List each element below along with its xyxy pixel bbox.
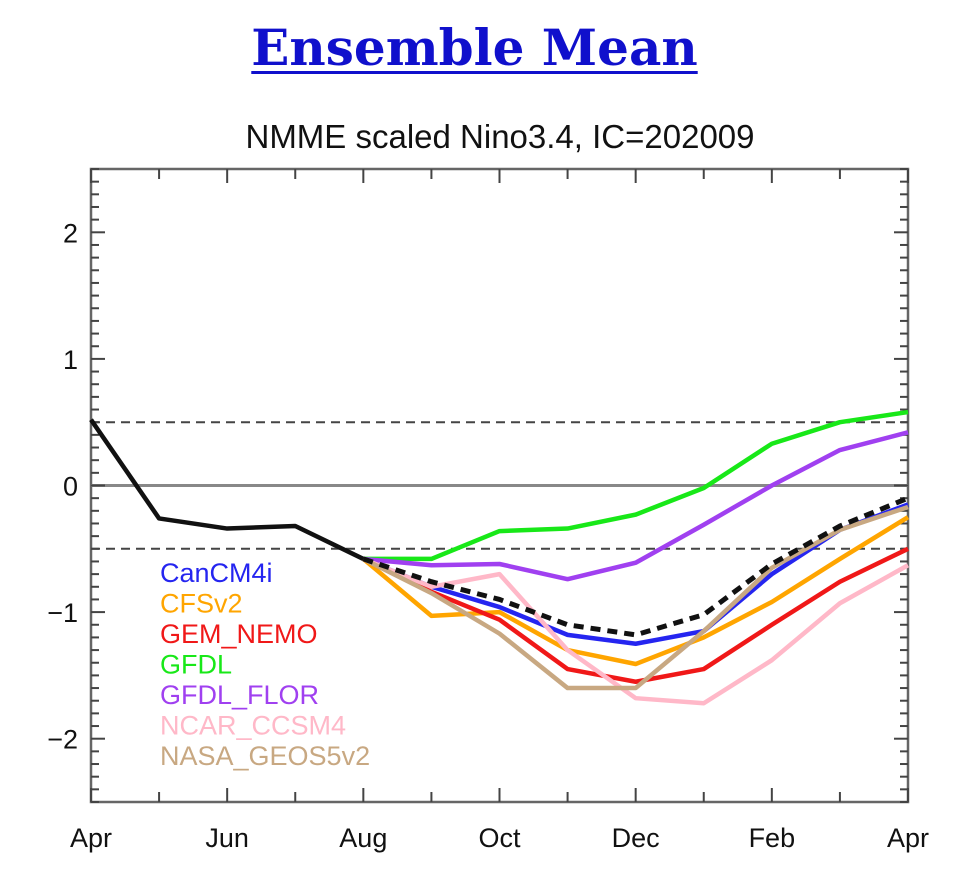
legend-label: GFDL_FLOR	[160, 680, 319, 710]
x-tick-label: Feb	[749, 823, 796, 853]
x-tick-label: Jun	[205, 823, 249, 853]
y-tick-label: 1	[63, 345, 78, 375]
legend-label: GEM_NEMO	[160, 619, 318, 649]
legend-label: NCAR_CCSM4	[160, 711, 346, 741]
legend-label: NASA_GEOS5v2	[160, 741, 370, 771]
x-tick-label: Dec	[612, 823, 660, 853]
legend-label: CFSv2	[160, 589, 243, 619]
series-line-gfdl-flor	[363, 430, 909, 582]
series-line-gem-nemo	[362, 546, 909, 684]
series-line-nasa-geos5v2	[362, 504, 909, 691]
page-title-link[interactable]: Ensemble Mean	[251, 18, 698, 77]
series-line-ncar-ccsm4	[362, 556, 910, 706]
x-tick-label: Aug	[339, 823, 387, 853]
axis-ticks: Apr Jun Aug Oct Dec Feb Apr 2 1 0 −1 −2	[47, 168, 929, 853]
x-tick-label: Oct	[478, 823, 521, 853]
y-tick-label: −2	[47, 725, 78, 755]
y-tick-label: 0	[63, 472, 78, 502]
observed-line	[89, 418, 365, 561]
y-tick-label: 2	[63, 218, 78, 248]
x-tick-label: Apr	[887, 823, 929, 853]
series-line-cfsv2	[361, 515, 910, 667]
x-tick-label: Apr	[70, 823, 112, 853]
series-lines	[89, 409, 910, 706]
chart-title: NMME scaled Nino3.4, IC=202009	[245, 118, 754, 155]
series-line-gfdl	[363, 409, 909, 562]
series-line-cancm4i	[362, 502, 909, 646]
y-tick-label: −1	[47, 598, 78, 628]
legend-label: CanCM4i	[160, 558, 273, 588]
legend: CanCM4iCFSv2GEM_NEMOGFDLGFDL_FLORNCAR_CC…	[160, 558, 370, 771]
legend-label: GFDL	[160, 650, 232, 680]
